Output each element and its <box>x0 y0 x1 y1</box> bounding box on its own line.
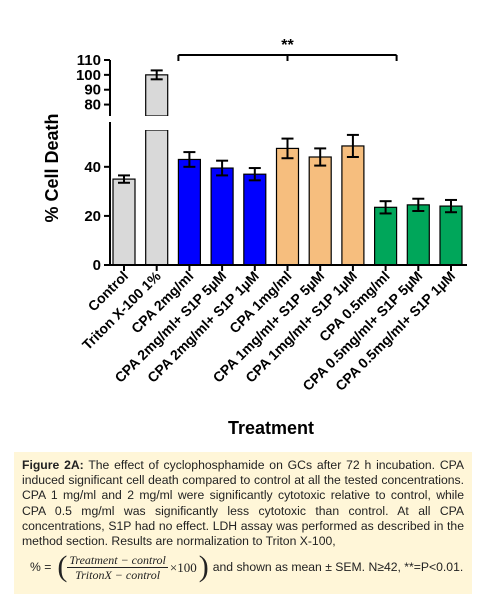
formula-right-paren: ) <box>198 550 209 584</box>
bar-break-gap <box>144 116 169 130</box>
bar <box>145 129 169 266</box>
formula-left-paren: ( <box>57 550 68 584</box>
bar <box>112 178 136 266</box>
formula-suffix: and shown as mean ± SEM. N≥42, **=P<0.01… <box>212 559 464 574</box>
figure-caption: Figure 2A: The effect of cyclophosphamid… <box>14 452 472 594</box>
y-tick-label: 100 <box>76 67 101 84</box>
bar <box>210 167 234 266</box>
y-tick-label: 0 <box>93 257 101 274</box>
bar <box>308 156 332 266</box>
caption-label: Figure 2A: <box>22 458 84 472</box>
bar <box>406 204 430 266</box>
bar <box>439 205 463 266</box>
formula-denominator: TritonX − control <box>75 567 161 582</box>
formula-fraction: Treatment − control TritonX − control <box>67 553 168 582</box>
bar <box>341 145 365 266</box>
bar <box>145 74 169 117</box>
y-tick-label: 80 <box>84 97 101 114</box>
formula-prefix: % = <box>30 559 52 574</box>
bar <box>243 173 267 266</box>
normalization-formula: % = ( Treatment − control TritonX − cont… <box>22 552 464 582</box>
bar <box>374 206 398 266</box>
y-tick-label: 90 <box>84 82 101 99</box>
y-axis-title: % Cell Death <box>42 113 62 222</box>
x-axis-title: Treatment <box>228 418 314 438</box>
y-tick-label: 110 <box>77 52 101 69</box>
y-tick-label: 20 <box>84 208 101 225</box>
significance-label: ** <box>281 37 294 54</box>
formula-multiplier: ×100 <box>169 559 197 575</box>
bar <box>275 147 300 266</box>
bar <box>177 158 201 266</box>
formula-numerator: Treatment − control <box>67 552 168 568</box>
caption-text: The effect of cyclophosphamide on GCs af… <box>22 458 464 549</box>
y-tick-label: 40 <box>84 159 101 176</box>
